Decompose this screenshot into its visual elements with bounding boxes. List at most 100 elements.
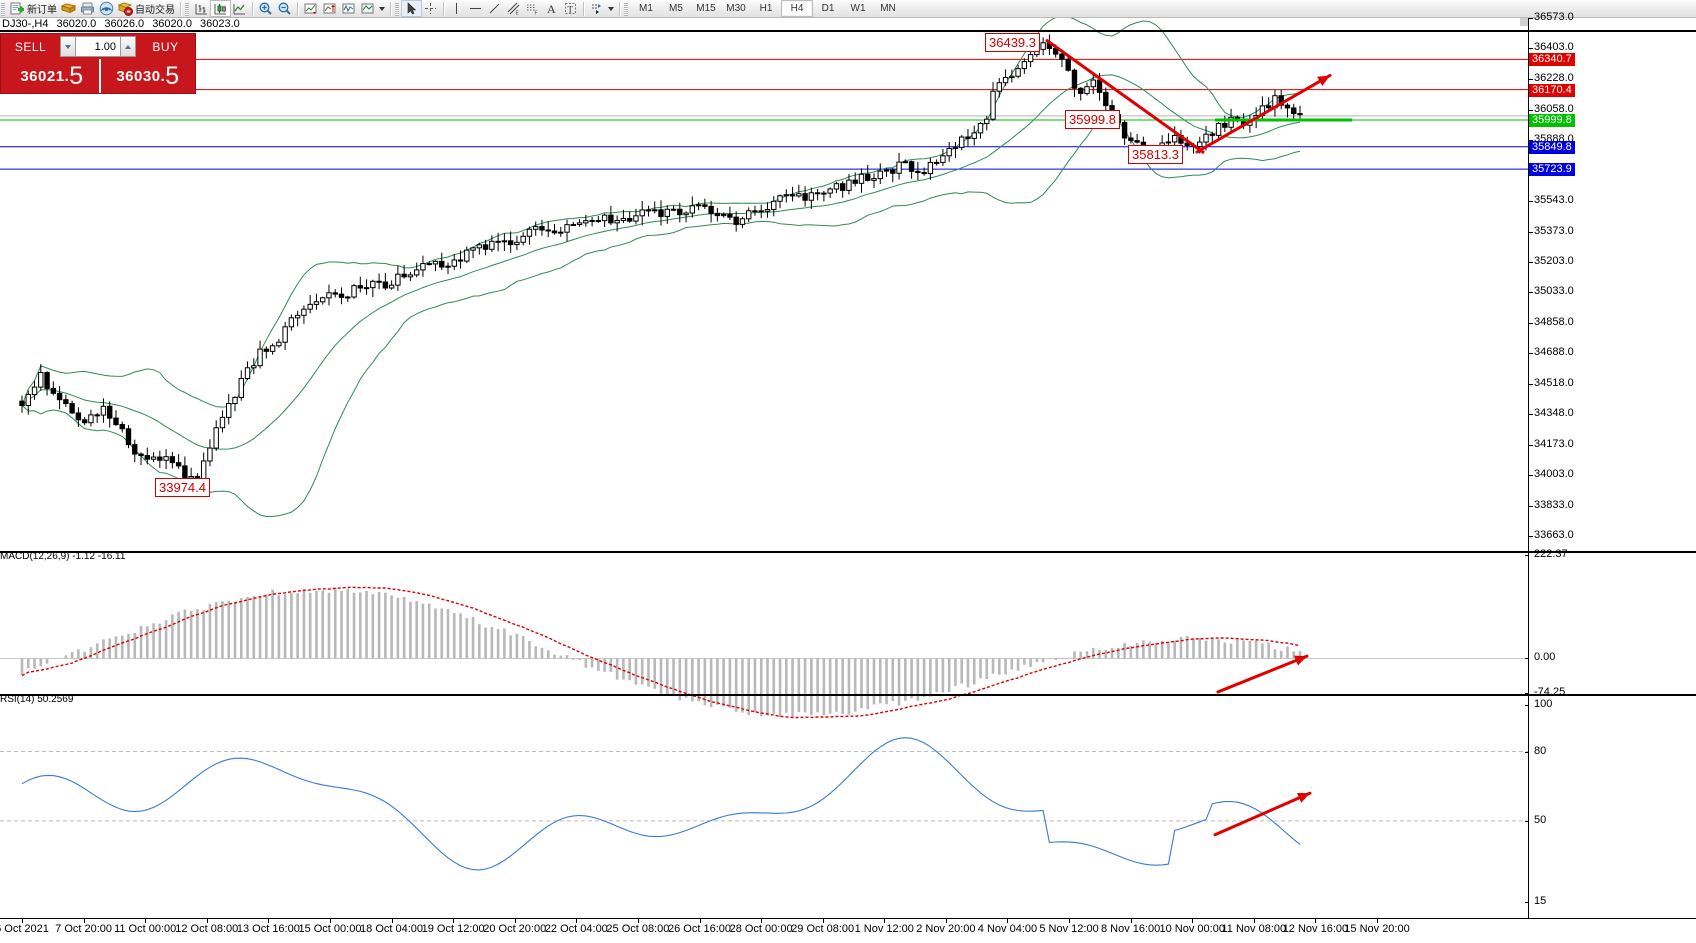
time-tick: 29 Oct 08:00 xyxy=(791,923,855,935)
autotrading-button[interactable]: 自动交易 xyxy=(116,1,177,16)
crosshair-button[interactable] xyxy=(421,1,440,16)
horizontal-line-button[interactable] xyxy=(466,1,485,16)
vertical-line-icon xyxy=(449,1,464,16)
horizontal-line-icon xyxy=(468,1,483,16)
templates-button[interactable] xyxy=(358,1,377,16)
price-tick: 34348.0 xyxy=(1534,406,1574,419)
candlestick-chart-button[interactable] xyxy=(210,0,231,17)
cursor-button[interactable] xyxy=(401,0,422,17)
label-icon: T xyxy=(563,1,578,16)
zoom-out-button[interactable] xyxy=(275,1,294,16)
chevron-down-icon-2[interactable] xyxy=(608,6,614,11)
price-annotation[interactable]: 35813.3 xyxy=(1128,145,1183,164)
toolbar-divider-6 xyxy=(583,1,584,16)
ohlc-close: 36023.0 xyxy=(200,18,240,30)
time-tick: 7 Oct 20:00 xyxy=(55,923,113,935)
timeframe-w1[interactable]: W1 xyxy=(850,3,866,14)
expert-advisors-button[interactable] xyxy=(59,1,78,16)
timeframe-m1[interactable]: M1 xyxy=(639,3,653,14)
signals-button[interactable] xyxy=(97,1,116,16)
one-click-trading-panel[interactable]: SELL 1.00 BUY 36021 . 5 36030 . 5 xyxy=(0,33,196,94)
time-tickmark xyxy=(453,919,455,923)
vertical-line-button[interactable] xyxy=(447,1,466,16)
price-level-label[interactable]: 35723.9 xyxy=(1529,163,1575,177)
autotrading-label: 自动交易 xyxy=(135,5,175,16)
timeframe-m5[interactable]: M5 xyxy=(669,3,683,14)
bar-chart-button[interactable] xyxy=(192,1,211,16)
line-chart-button[interactable] xyxy=(230,1,249,16)
time-tick: 22 Oct 04:00 xyxy=(544,923,608,935)
time-axis[interactable]: 6 Oct 2021 7 Oct 20:00 11 Oct 00:00 12 Oct … xyxy=(0,918,1696,943)
volume-decrease-button[interactable] xyxy=(60,36,76,57)
crosshair-icon xyxy=(423,1,438,16)
toolbar-grip-2[interactable] xyxy=(185,1,189,16)
new-order-button[interactable]: 新订单 xyxy=(8,1,59,16)
toolbar-grip-4[interactable] xyxy=(624,1,628,16)
buy-price-dot: . xyxy=(160,67,166,85)
chart-scrollbar-thumb[interactable] xyxy=(1520,18,1528,26)
toolbar-grip[interactable] xyxy=(1,1,5,16)
timeframe-h1[interactable]: H1 xyxy=(759,3,773,14)
timeframe-m15[interactable]: M15 xyxy=(696,3,716,14)
signal-icon xyxy=(99,1,114,16)
time-tick: 11 Nov 08:00 xyxy=(1221,923,1287,935)
autotrade-icon xyxy=(117,1,133,16)
macd-tick: -74.25 xyxy=(1534,686,1566,698)
text-button[interactable]: A xyxy=(542,1,561,16)
svg-text:E: E xyxy=(516,11,520,17)
new-order-label: 新订单 xyxy=(27,5,57,16)
buy-price-main: 36030 xyxy=(116,67,161,85)
price-level-label[interactable]: 36340.7 xyxy=(1529,53,1575,67)
chart-shift-button[interactable] xyxy=(320,1,339,16)
indicators-button[interactable] xyxy=(339,1,358,16)
volume-input[interactable]: 1.00 xyxy=(76,36,120,57)
sell-price[interactable]: 36021 . 5 xyxy=(1,59,99,93)
zoom-in-button[interactable] xyxy=(256,1,275,16)
price-tick: 36058.0 xyxy=(1534,102,1574,115)
timeframe-mn[interactable]: MN xyxy=(880,3,896,14)
timeframe-h4[interactable]: H4 xyxy=(781,0,813,17)
pane-separator xyxy=(0,694,1696,696)
time-tickmark xyxy=(145,919,147,923)
trendline-button[interactable] xyxy=(485,1,504,16)
price-level-label[interactable]: 35999.8 xyxy=(1529,114,1575,127)
objects-button[interactable] xyxy=(587,1,606,16)
equidistant-channel-button[interactable]: E xyxy=(504,1,523,17)
time-tickmark xyxy=(514,919,516,923)
svg-text:F: F xyxy=(535,11,538,17)
timeframe-m30[interactable]: M30 xyxy=(726,3,746,14)
price-tick: 35373.0 xyxy=(1534,224,1574,237)
volume-stepper[interactable]: 1.00 xyxy=(60,36,136,57)
metaeditor-button[interactable] xyxy=(78,1,97,16)
price-chart[interactable] xyxy=(0,15,1528,918)
time-tickmark xyxy=(1377,919,1378,923)
price-tick: 35203.0 xyxy=(1534,254,1574,267)
price-annotation[interactable]: 35999.8 xyxy=(1065,110,1120,129)
buy-price[interactable]: 36030 . 5 xyxy=(101,59,195,93)
pane-separator xyxy=(0,551,1696,553)
time-tickmark xyxy=(83,919,85,923)
chart-shift-icon xyxy=(322,1,337,16)
price-annotation[interactable]: 36439.3 xyxy=(985,33,1040,52)
volume-increase-button[interactable] xyxy=(120,36,136,57)
rsi-tick: 50 xyxy=(1534,813,1547,826)
buy-button[interactable]: BUY xyxy=(152,39,179,54)
timeframe-d1[interactable]: D1 xyxy=(821,3,835,14)
time-tick: 6 Oct 2021 xyxy=(0,923,49,935)
price-tick: 33663.0 xyxy=(1534,528,1574,541)
chevron-down-icon[interactable] xyxy=(379,6,385,11)
price-annotation[interactable]: 33974.4 xyxy=(155,478,210,497)
toolbar-grip-3[interactable] xyxy=(395,1,399,16)
auto-scroll-icon xyxy=(303,1,318,16)
line-chart-icon xyxy=(232,1,247,16)
sell-button[interactable]: SELL xyxy=(14,39,47,54)
price-level-label[interactable]: 35849.8 xyxy=(1529,140,1575,154)
time-tickmark xyxy=(699,919,701,923)
auto-scroll-button[interactable] xyxy=(301,1,320,16)
price-level-label[interactable]: 36170.4 xyxy=(1529,83,1575,97)
label-button[interactable]: T xyxy=(561,1,580,16)
printer-icon xyxy=(80,1,95,16)
price-tick: 36228.0 xyxy=(1534,72,1574,85)
price-axis[interactable]: 36573.036403.036228.036058.035888.035718… xyxy=(1525,11,1696,918)
fibonacci-button[interactable]: F xyxy=(523,1,542,17)
